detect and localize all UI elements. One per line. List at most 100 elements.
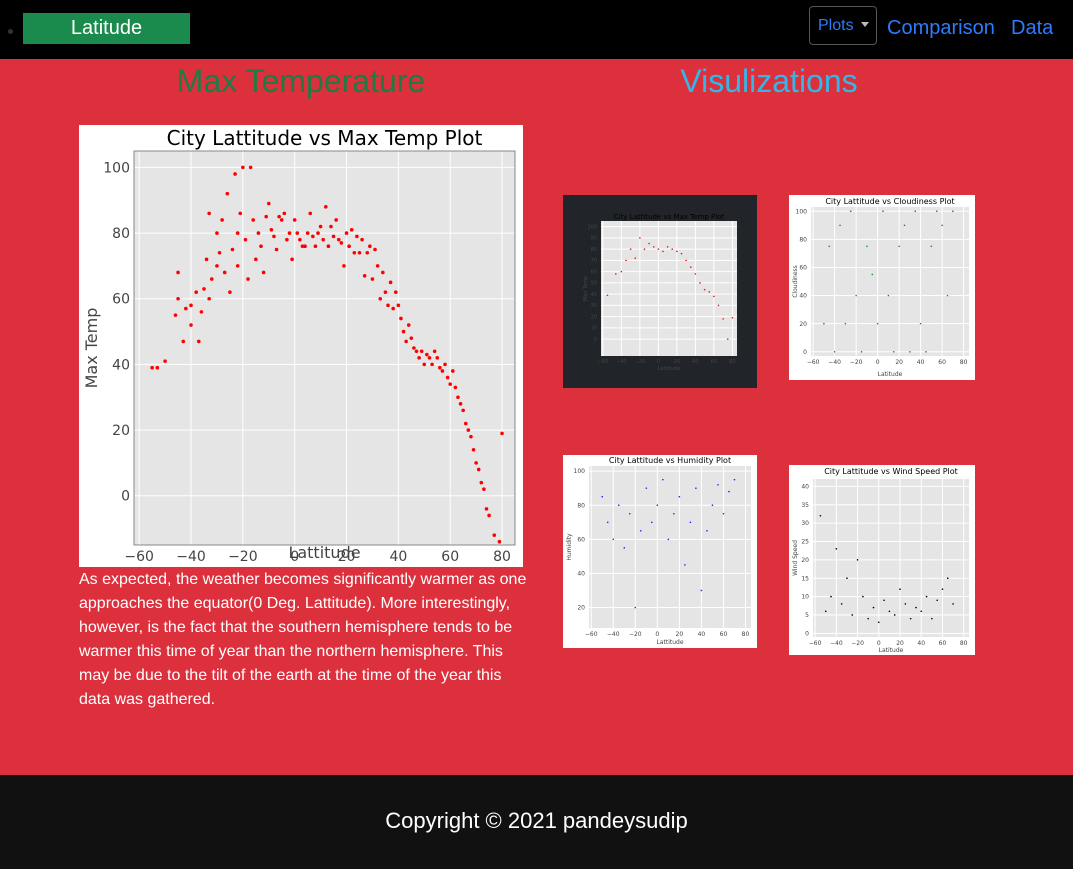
data-point xyxy=(404,339,408,344)
data-point xyxy=(194,290,199,294)
nav-link-data[interactable]: Data xyxy=(1011,17,1054,39)
data-point xyxy=(706,530,708,532)
data-point xyxy=(243,237,248,242)
x-tick-label: 40 xyxy=(917,640,925,647)
data-point xyxy=(427,356,432,360)
data-point xyxy=(656,504,659,507)
data-point xyxy=(888,610,891,613)
thumb-max-temp[interactable]: −60 −40 −20 0 20 40 60 80 0 10 20 30 40 50 60 70 80 90 100… xyxy=(563,195,757,388)
brand-latitude[interactable]: Latitude xyxy=(23,13,190,44)
plot-frame xyxy=(133,150,516,546)
data-point xyxy=(872,606,875,609)
data-point xyxy=(620,270,623,273)
y-tick-label: 0 xyxy=(803,349,807,356)
data-point xyxy=(500,431,504,436)
data-point xyxy=(349,228,354,232)
data-point xyxy=(684,564,686,566)
data-point xyxy=(941,224,943,227)
x-tick-label: −40 xyxy=(616,359,627,365)
data-point xyxy=(699,282,701,284)
data-point xyxy=(155,365,160,370)
data-point xyxy=(952,603,954,605)
data-point xyxy=(373,247,377,252)
data-point xyxy=(726,338,729,340)
data-point xyxy=(233,172,237,176)
data-point xyxy=(685,259,687,262)
data-point xyxy=(625,259,627,262)
y-tick-label: 100 xyxy=(103,160,130,176)
data-point xyxy=(728,490,730,493)
data-point xyxy=(313,244,318,249)
chart-title: City Lattitude vs Max Temp Plot xyxy=(614,213,725,221)
data-point xyxy=(266,201,271,206)
x-tick-label: −20 xyxy=(850,359,863,366)
x-tick-label: −60 xyxy=(807,359,820,366)
data-point xyxy=(298,237,302,242)
y-tick-label: 60 xyxy=(112,292,130,308)
data-point xyxy=(305,231,310,235)
plot-area xyxy=(134,151,515,545)
data-point xyxy=(228,290,232,294)
data-point xyxy=(323,205,328,209)
data-point xyxy=(846,577,848,580)
x-tick-label: −20 xyxy=(851,640,864,647)
data-point xyxy=(904,603,907,605)
copyright-text: Copyright © 2021 pandeysudip xyxy=(385,808,688,833)
data-point xyxy=(883,599,885,602)
y-tick-label: 20 xyxy=(577,605,585,612)
data-point xyxy=(422,362,427,367)
data-point xyxy=(396,303,401,308)
data-point xyxy=(678,495,681,498)
data-point xyxy=(925,595,928,598)
y-tick-label: 40 xyxy=(799,293,807,300)
data-point xyxy=(639,530,642,532)
data-point xyxy=(645,487,648,489)
x-tick-label: −60 xyxy=(124,549,154,565)
x-tick-label: −40 xyxy=(176,549,206,565)
caret-down-icon xyxy=(860,22,869,27)
max-temp-description: As expected, the weather becomes signifi… xyxy=(79,571,527,708)
y-tick-label: 80 xyxy=(112,226,130,242)
thumb-humidity[interactable]: −60 −40 −20 0 20 40 60 80 20 40 60 80 100 City Lattit… xyxy=(563,455,757,648)
data-point xyxy=(259,244,263,249)
x-axis-label: Lattitude xyxy=(656,639,683,646)
data-point xyxy=(731,316,734,319)
data-point xyxy=(666,246,669,248)
thumb-wind-speed[interactable]: −60 −40 −20 0 20 40 60 80 0 5 10 15 20 25 30 35 40 City L… xyxy=(789,465,975,655)
data-point xyxy=(204,257,209,262)
data-point xyxy=(386,303,390,308)
data-point xyxy=(476,467,481,472)
plots-dropdown[interactable]: Plots xyxy=(809,6,877,45)
y-tick-label: 90 xyxy=(591,236,597,242)
data-point xyxy=(150,365,154,370)
plot-area xyxy=(811,207,969,356)
x-tick-label: −60 xyxy=(598,359,609,365)
nav-link-comparison[interactable]: Comparison xyxy=(887,17,995,39)
data-point xyxy=(887,294,890,297)
data-point xyxy=(414,349,419,354)
data-point xyxy=(871,273,874,276)
data-point xyxy=(321,237,326,242)
data-point xyxy=(824,610,827,613)
y-tick-label: 15 xyxy=(801,575,809,582)
data-point xyxy=(409,336,414,340)
data-point xyxy=(456,395,460,400)
data-point xyxy=(163,359,167,363)
y-tick-label: 40 xyxy=(112,357,130,373)
data-point xyxy=(256,231,261,235)
data-point xyxy=(352,250,357,255)
data-point xyxy=(368,244,372,249)
max-temp-plot-image: −60 −40 −20 0 20 40 60 80 0 20 40 60 80 100 City Latti… xyxy=(79,125,523,567)
data-point xyxy=(839,224,841,227)
thumb-cloudiness[interactable]: −60 −40 −20 0 20 40 60 80 0 20 40 60 80 100 City Latti… xyxy=(789,195,975,380)
data-point xyxy=(450,369,455,373)
data-point xyxy=(264,214,268,219)
data-point xyxy=(652,246,655,248)
x-tick-label: 20 xyxy=(895,359,903,366)
data-point xyxy=(290,257,294,262)
data-point xyxy=(717,304,720,307)
data-point xyxy=(713,295,715,298)
x-tick-label: 80 xyxy=(729,359,735,365)
data-point xyxy=(463,421,468,426)
y-axis-label: Cloudiness xyxy=(792,265,799,298)
